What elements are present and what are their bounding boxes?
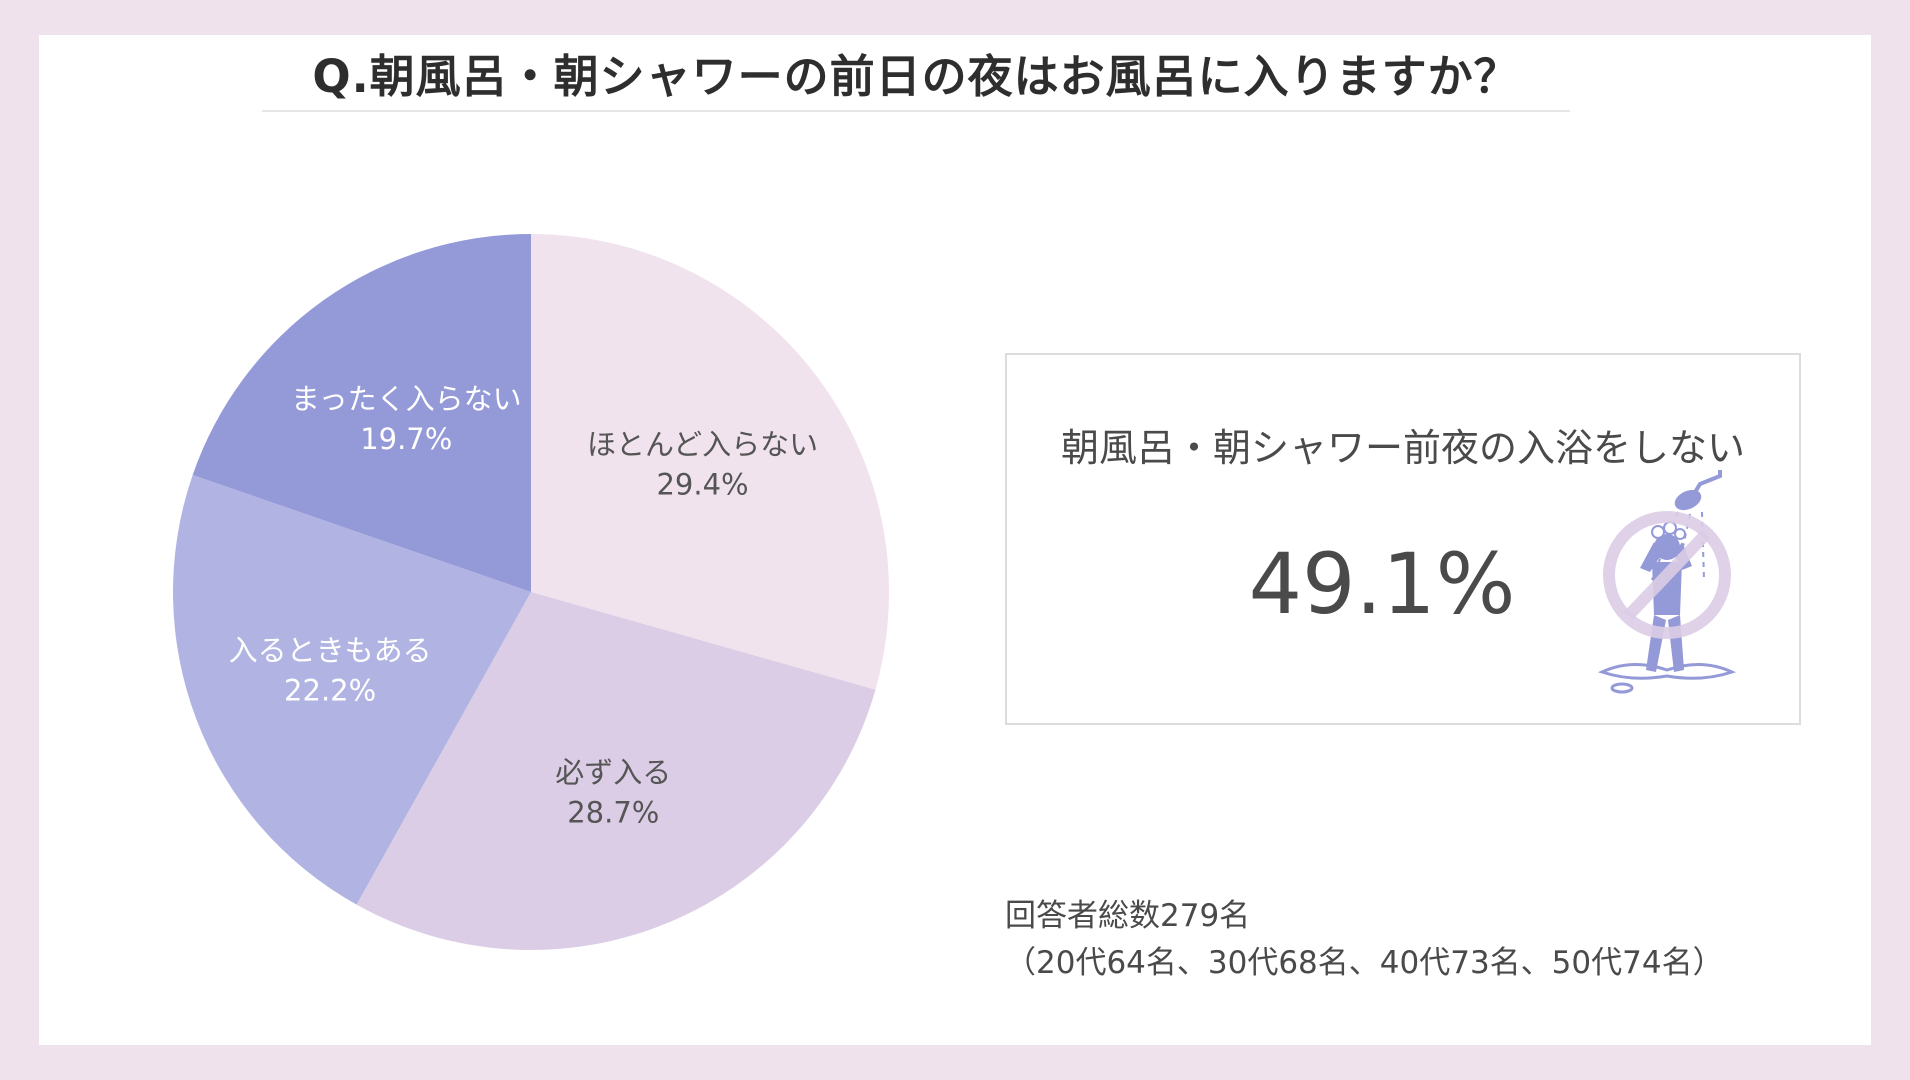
slice-label-3: まったく入らない bbox=[291, 382, 522, 416]
slice-value-0: 29.4% bbox=[656, 467, 748, 501]
pie-slices bbox=[172, 233, 889, 950]
chart-title: Q.朝風呂・朝シャワーの前日の夜はお風呂に入りますか？ bbox=[312, 50, 1520, 103]
pie-slice-2 bbox=[172, 474, 531, 905]
slice-value-2: 22.2% bbox=[284, 674, 376, 708]
callout-value: 49.1% bbox=[1248, 535, 1516, 633]
slice-label-1: 必ず入る bbox=[555, 756, 671, 790]
slice-value-3: 19.7% bbox=[360, 422, 452, 456]
pie-slice-3 bbox=[192, 233, 531, 592]
title-divider bbox=[262, 110, 1570, 112]
pie-slice-1 bbox=[356, 592, 876, 950]
footnote-total: 回答者総数279名 bbox=[1005, 898, 1251, 934]
respondent-footnote: 回答者総数279名 （20代64名、30代68名、40代73名、50代74名） bbox=[1005, 893, 1724, 987]
footnote-breakdown: （20代64名、30代68名、40代73名、50代74名） bbox=[1005, 945, 1724, 981]
pie-labels: ほとんど入らない 29.4% 必ず入る 28.7% 入るときもある 22.2% まったく入ら… bbox=[229, 382, 818, 830]
callout-label: 朝風呂・朝シャワー前夜の入浴をしない bbox=[1060, 426, 1745, 470]
no-shower-icon bbox=[1597, 470, 1737, 694]
slice-label-2: 入るときもある bbox=[229, 634, 432, 668]
slice-label-0: ほとんど入らない bbox=[587, 427, 818, 461]
pie-slice-0 bbox=[531, 234, 889, 690]
summary-callout: 朝風呂・朝シャワー前夜の入浴をしない 49.1% bbox=[1005, 353, 1801, 725]
slice-value-1: 28.7% bbox=[567, 796, 659, 830]
